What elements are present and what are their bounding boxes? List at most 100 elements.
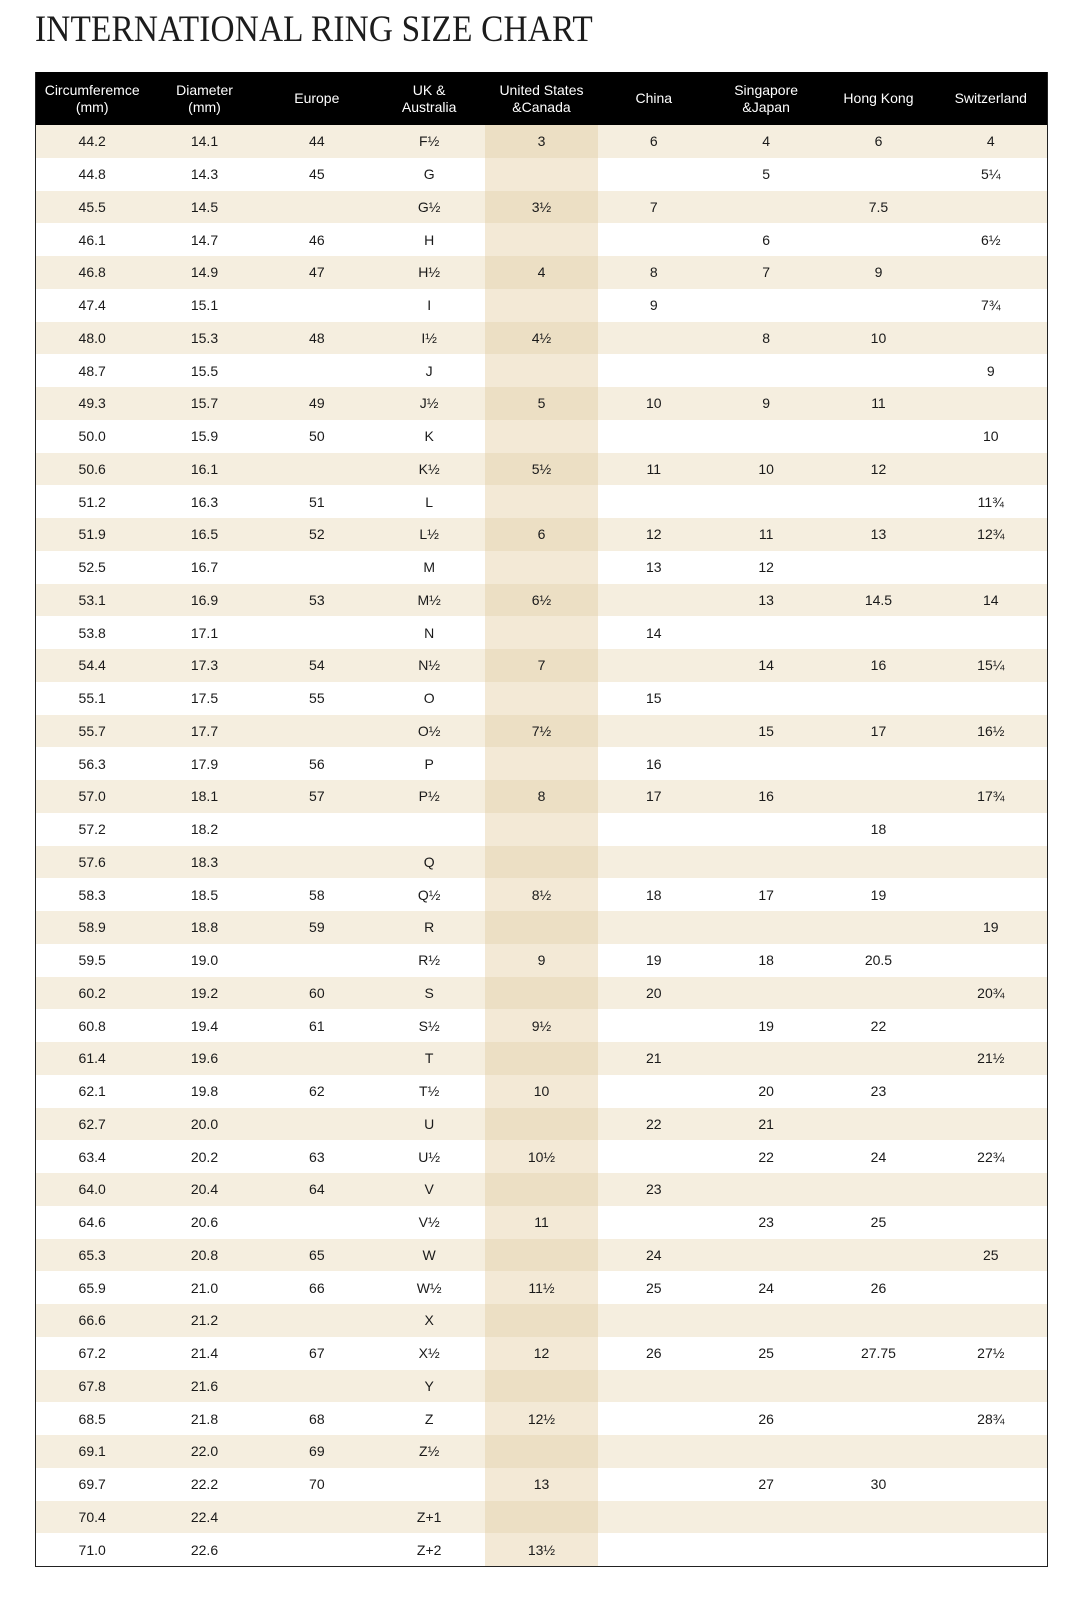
table-row: 57.6 18.3 Q <box>36 845 1047 879</box>
table-cell: K <box>424 428 434 445</box>
column-header: UK & Australia <box>401 81 457 115</box>
table-cell: 11½ <box>485 1271 598 1304</box>
table-cell <box>822 1042 934 1075</box>
table-cell: 13½ <box>485 1533 598 1566</box>
table-cell: 18.3 <box>190 853 219 870</box>
table-cell <box>598 649 710 682</box>
table-cell: 5½ <box>485 452 598 486</box>
table-cell: 16.9 <box>190 591 219 608</box>
table-cell: 48 <box>309 329 325 346</box>
table-cell: J½ <box>419 395 439 412</box>
table-cell: 7.5 <box>868 198 889 215</box>
table-cell: 23 <box>870 1083 887 1100</box>
table-cell <box>485 845 598 879</box>
table-cell <box>261 453 373 486</box>
table-cell: 21.6 <box>190 1377 219 1394</box>
table-row: 58.3 18.5 58 Q½ 8½ 18 17 19 <box>36 878 1047 911</box>
table-cell: 7 <box>762 264 771 281</box>
table-row: 69.1 22.0 69 Z½ <box>36 1435 1047 1468</box>
table-cell: S <box>424 984 434 1001</box>
column-header: Switzerland <box>954 90 1027 106</box>
table-cell: 14.7 <box>190 231 219 248</box>
table-cell <box>822 1501 934 1534</box>
table-cell <box>710 485 822 518</box>
table-cell: 46 <box>309 231 325 248</box>
table-cell <box>935 682 1047 715</box>
table-cell: 64 <box>309 1181 325 1198</box>
table-cell: 21 <box>758 1115 774 1132</box>
table-cell: 53.1 <box>78 591 106 608</box>
table-cell: 9 <box>649 297 658 314</box>
table-cell: Z½ <box>419 1443 440 1460</box>
table-cell: 44 <box>309 133 325 150</box>
page-title: INTERNATIONAL RING SIZE CHART <box>35 9 593 50</box>
table-row: 53.8 17.1 N 14 <box>36 616 1047 649</box>
table-cell: 57 <box>309 788 325 805</box>
table-cell <box>261 551 373 584</box>
table-cell: 48.7 <box>78 362 106 379</box>
table-row: 52.5 16.7 M 13 12 <box>36 550 1047 584</box>
table-cell <box>261 1501 373 1534</box>
table-cell <box>822 682 934 715</box>
table-cell: 71.0 <box>78 1541 106 1558</box>
table-cell <box>822 223 934 256</box>
table-cell: 4½ <box>485 321 598 355</box>
table-cell <box>935 551 1047 584</box>
table-row: 66.6 21.2 X <box>36 1304 1047 1337</box>
table-cell <box>485 1500 598 1534</box>
table-cell: 69 <box>309 1443 325 1460</box>
table-cell <box>935 1075 1047 1108</box>
table-cell: 68.5 <box>78 1410 106 1427</box>
table-cell <box>710 191 822 224</box>
table-cell <box>822 1239 934 1272</box>
table-cell: 45 <box>309 166 325 183</box>
table-row: 65.3 20.8 65 W 24 25 <box>36 1238 1047 1272</box>
table-cell: 15 <box>758 722 774 739</box>
table-cell: 22¾ <box>977 1148 1005 1165</box>
table-cell: 8 <box>485 780 598 813</box>
table-cell: 11 <box>871 395 886 412</box>
table-cell <box>598 1468 710 1501</box>
table-cell: 10½ <box>485 1140 598 1173</box>
table-cell <box>822 977 934 1010</box>
table-cell <box>261 715 373 748</box>
table-cell <box>485 747 598 780</box>
table-cell: 44.8 <box>78 166 106 183</box>
table-cell: 52 <box>309 526 325 543</box>
table-row: 65.9 21.0 66 W½ 11½ 25 24 26 <box>36 1271 1047 1304</box>
table-cell: 23 <box>646 1181 662 1198</box>
table-cell <box>935 1435 1047 1468</box>
table-cell: 12 <box>646 526 662 543</box>
table-row: 57.2 18.2 18 <box>36 812 1047 846</box>
table-cell: 20 <box>758 1083 774 1100</box>
table-cell <box>598 715 710 748</box>
table-cell: 5 <box>485 387 598 420</box>
table-cell: 24 <box>646 1246 662 1263</box>
table-row: 58.9 18.8 59 R 19 <box>36 911 1047 944</box>
table-cell: 18 <box>870 821 887 838</box>
table-row: 48.0 15.3 48 I½ 4½ 8 10 <box>36 321 1047 355</box>
table-cell: 70 <box>309 1476 325 1493</box>
table-cell <box>710 1435 822 1468</box>
table-row: 55.1 17.5 55 O 15 <box>36 681 1047 715</box>
table-cell: 3½ <box>485 190 598 224</box>
table-cell <box>485 288 598 322</box>
table-cell <box>598 1304 710 1337</box>
table-cell: O <box>423 690 435 707</box>
ring-size-table: Circumferemce (mm) Diameter (mm) Europe UK … <box>35 72 1048 1567</box>
table-row: 67.2 21.4 67 X½ 12 26 25 27.75 27½ <box>36 1336 1047 1370</box>
table-row: 54.4 17.3 54 N½ 7 14 16 15¼ <box>36 649 1047 682</box>
table-cell <box>935 944 1047 977</box>
table-cell: 11¾ <box>977 493 1004 510</box>
table-cell: 18.2 <box>190 821 219 838</box>
table-cell: J <box>425 362 433 379</box>
table-cell <box>822 1370 934 1403</box>
table-cell <box>935 256 1047 289</box>
table-cell: 16.7 <box>190 559 219 576</box>
table-cell: 53 <box>309 591 325 608</box>
table-cell <box>485 1435 598 1468</box>
table-cell: 16 <box>646 755 662 772</box>
table-cell <box>935 846 1047 879</box>
table-cell <box>822 551 934 584</box>
table-cell: 10 <box>646 395 662 412</box>
